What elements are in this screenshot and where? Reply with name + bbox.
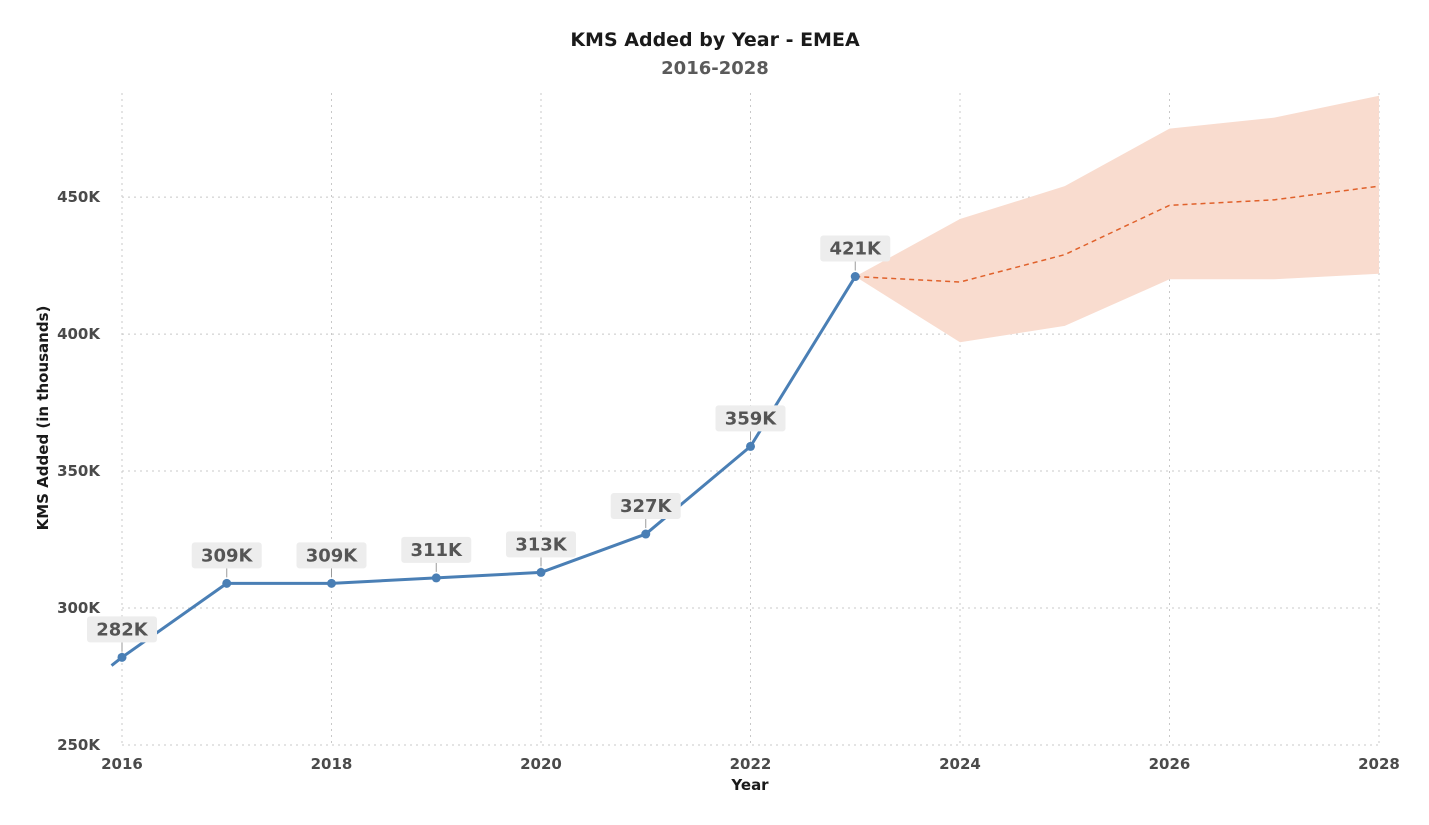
y-tick-label: 450K <box>57 188 101 206</box>
series <box>110 95 1380 667</box>
x-tick-label: 2018 <box>311 755 353 773</box>
data-label-text: 311K <box>410 540 463 561</box>
data-label-text: 309K <box>306 545 359 566</box>
x-tick-label: 2020 <box>520 755 562 773</box>
data-point[interactable] <box>536 567 546 577</box>
data-label: 359K <box>715 405 786 441</box>
y-tick-label: 350K <box>57 462 101 480</box>
data-label: 313K <box>506 531 576 567</box>
data-label: 309K <box>191 542 262 578</box>
data-point[interactable] <box>850 272 860 282</box>
y-axis-ticks: 250K 300K 350K 400K 450K <box>57 188 101 754</box>
data-point[interactable] <box>117 652 127 662</box>
data-label: 282K <box>87 616 157 652</box>
data-label-background <box>401 536 472 563</box>
x-tick-label: 2022 <box>730 755 772 773</box>
forecast-line <box>855 185 1380 283</box>
x-axis-title: Year <box>730 776 769 794</box>
data-label-background <box>715 405 786 432</box>
data-label-background <box>506 531 576 558</box>
x-tick-label: 2016 <box>101 755 143 773</box>
data-label: 421K <box>820 235 891 271</box>
data-labels: 282K 309K 309K 311K 313K 327K 359K 421K <box>87 235 891 652</box>
data-point[interactable] <box>222 578 232 588</box>
y-axis-title: KMS Added (in thousands) <box>34 306 52 531</box>
data-label-background <box>820 235 891 262</box>
data-point[interactable] <box>431 573 441 583</box>
y-tick-label: 250K <box>57 736 101 754</box>
chart-title: KMS Added by Year - EMEA <box>570 29 860 51</box>
data-label: 311K <box>401 536 472 572</box>
data-label-text: 421K <box>829 239 882 260</box>
y-tick-label: 400K <box>57 325 101 343</box>
x-tick-label: 2024 <box>939 755 981 773</box>
data-label-background <box>296 542 367 569</box>
data-point[interactable] <box>641 529 651 539</box>
forecast-confidence-band <box>855 95 1379 343</box>
data-label-text: 313K <box>515 534 568 555</box>
data-label-text: 282K <box>96 619 149 640</box>
x-axis-ticks: 2016 2018 2020 2022 2024 2026 2028 <box>101 755 1400 773</box>
data-label-text: 327K <box>620 496 673 517</box>
y-tick-label: 300K <box>57 599 101 617</box>
data-label: 309K <box>296 542 367 578</box>
data-label-background <box>610 493 681 520</box>
data-label-background <box>87 616 157 643</box>
data-label-text: 359K <box>725 408 778 429</box>
x-tick-label: 2026 <box>1149 755 1191 773</box>
data-label: 327K <box>610 493 681 529</box>
data-label-text: 309K <box>201 545 254 566</box>
chart-subtitle: 2016-2028 <box>661 58 769 79</box>
x-tick-label: 2028 <box>1358 755 1400 773</box>
data-point[interactable] <box>746 441 755 451</box>
data-point[interactable] <box>327 578 336 588</box>
data-label-background <box>191 542 262 569</box>
